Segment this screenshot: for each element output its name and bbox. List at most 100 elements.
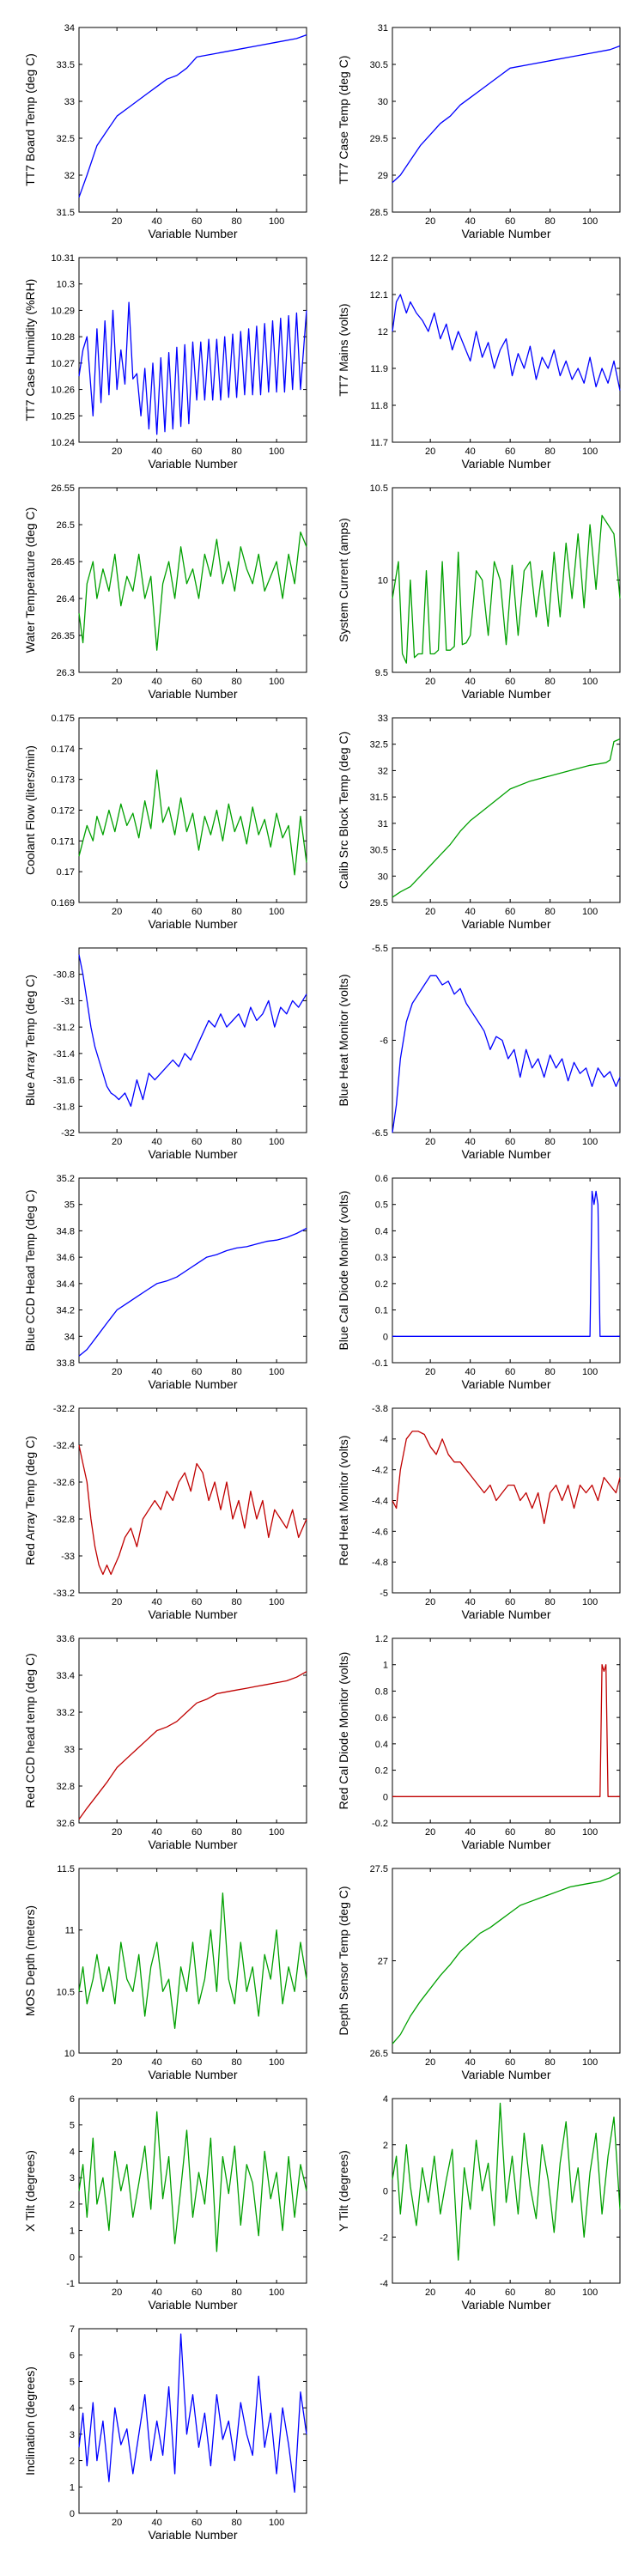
x-tick-label: 60 xyxy=(191,447,202,457)
y-tick-label: 34.8 xyxy=(57,1226,75,1236)
y-tick-label: 10.24 xyxy=(51,438,75,448)
chart-panel-17: 10 10.5 11 11.5 20 40 60 80 100 Variable Number MO… xyxy=(23,1864,307,2081)
y-axis-label: TT7 Case Temp (deg C) xyxy=(337,56,350,185)
y-tick-label: 33.2 xyxy=(57,1708,75,1718)
y-tick-label: 32.5 xyxy=(370,740,388,750)
x-tick-label: 20 xyxy=(112,1827,122,1838)
y-tick-label: 30.5 xyxy=(370,60,388,70)
y-tick-label: -33 xyxy=(61,1552,75,1562)
x-tick-label: 20 xyxy=(425,907,435,917)
x-axis-label: Variable Number xyxy=(148,2298,237,2312)
plot-frame xyxy=(392,947,621,1133)
x-tick-label: 40 xyxy=(152,1827,162,1838)
y-axis-label: Red CCD head temp (deg C) xyxy=(23,1653,37,1808)
x-tick-label: 60 xyxy=(505,677,515,687)
x-tick-label: 100 xyxy=(269,447,284,457)
x-tick-label: 80 xyxy=(232,447,242,457)
x-tick-label: 40 xyxy=(152,2518,162,2528)
series-line-1 xyxy=(78,33,307,198)
x-tick-label: 20 xyxy=(425,677,435,687)
y-tick-label: 10.27 xyxy=(51,359,75,369)
x-axis-label: Variable Number xyxy=(461,1377,550,1391)
x-tick-label: 40 xyxy=(465,2287,476,2298)
x-tick-label: 80 xyxy=(545,1827,556,1838)
plot-frame xyxy=(392,1868,621,2054)
y-tick-label: 32.5 xyxy=(57,134,75,144)
x-tick-label: 100 xyxy=(582,2057,598,2068)
y-tick-label: 32.8 xyxy=(57,1782,75,1792)
y-axis-label: Calib Src Block Temp (deg C) xyxy=(337,732,350,889)
x-tick-label: 40 xyxy=(465,1367,476,1377)
x-tick-label: 20 xyxy=(112,907,122,917)
y-tick-label: 30.5 xyxy=(370,846,388,856)
y-tick-label: 10.3 xyxy=(57,280,75,290)
y-tick-label: 11.8 xyxy=(370,401,388,411)
y-axis-label: Inclination (degrees) xyxy=(23,2366,37,2476)
y-tick-label: 10.5 xyxy=(370,483,388,494)
x-tick-label: 20 xyxy=(425,2287,435,2298)
x-tick-label: 80 xyxy=(232,1137,242,1147)
x-tick-label: 20 xyxy=(112,2287,122,2298)
y-tick-label: 29.5 xyxy=(370,134,388,144)
x-tick-label: 40 xyxy=(465,1597,476,1607)
plot-frame xyxy=(78,1868,307,2054)
y-tick-label: 34.4 xyxy=(57,1279,75,1290)
y-axis-label: Depth Sensor Temp (deg C) xyxy=(337,1886,350,2035)
plot-frame xyxy=(392,1407,621,1594)
y-tick-label: 35 xyxy=(64,1200,75,1211)
x-axis-label: Variable Number xyxy=(148,1147,237,1161)
y-tick-label: 10 xyxy=(64,2049,75,2059)
series-line-1 xyxy=(78,769,307,876)
y-axis-label: Blue Heat Monitor (volts) xyxy=(337,974,350,1106)
x-tick-label: 20 xyxy=(112,216,122,227)
y-tick-label: 1 xyxy=(70,2482,75,2493)
y-tick-label: 10.25 xyxy=(51,411,75,422)
chart-panel-13: -33.2 -33 -32.8 -32.6 -32.4 -32.2 20 40 60 80 100 V… xyxy=(23,1404,307,1621)
x-tick-label: 100 xyxy=(269,1597,284,1607)
y-tick-label: 10.26 xyxy=(51,386,75,396)
series-line-1 xyxy=(392,738,621,898)
x-tick-label: 20 xyxy=(425,1367,435,1377)
series-line-1 xyxy=(78,531,307,651)
series-line-1 xyxy=(392,1871,621,2044)
x-tick-label: 40 xyxy=(152,1597,162,1607)
chart-panel-9: -32 -31.8 -31.6 -31.4 -31.2 -31 -30.8 20 40 60 80 1… xyxy=(23,947,307,1161)
x-tick-label: 60 xyxy=(505,1597,515,1607)
y-tick-label: -4.4 xyxy=(372,1497,388,1507)
x-axis-label: Variable Number xyxy=(461,227,550,240)
x-axis-label: Variable Number xyxy=(148,2068,237,2081)
y-tick-label: -31.8 xyxy=(53,1102,75,1112)
y-tick-label: 31 xyxy=(378,23,388,33)
y-tick-label: 34.2 xyxy=(57,1306,75,1316)
chart-panel-21: 0 1 2 3 4 5 6 7 20 40 60 80 100 Variable Number Inclin… xyxy=(23,2324,307,2542)
x-tick-label: 100 xyxy=(269,216,284,227)
y-tick-label: -32.4 xyxy=(53,1441,75,1451)
y-axis-label: Red Heat Monitor (volts) xyxy=(337,1436,350,1566)
x-tick-label: 40 xyxy=(465,216,476,227)
chart-panel-14: -5 -4.8 -4.6 -4.4 -4.2 -4 -3.8 20 40 60 80 100 Varia… xyxy=(337,1404,621,1621)
y-tick-label: 33.6 xyxy=(57,1634,75,1644)
y-tick-label: 7 xyxy=(70,2324,75,2335)
y-tick-label: 3 xyxy=(70,2430,75,2440)
x-axis-label: Variable Number xyxy=(148,1377,237,1391)
x-tick-label: 80 xyxy=(232,1597,242,1607)
y-tick-label: -31.4 xyxy=(53,1049,75,1060)
y-tick-label: 0 xyxy=(70,2252,75,2263)
y-tick-label: 0.2 xyxy=(375,1766,388,1777)
x-tick-label: 20 xyxy=(112,1597,122,1607)
chart-panel-4: 11.7 11.8 11.9 12 12.1 12.2 20 40 60 80 100 Variabl… xyxy=(337,253,621,471)
y-tick-label: 31 xyxy=(378,819,388,829)
x-tick-label: 60 xyxy=(191,1827,202,1838)
y-axis-label: Coolant Flow (liters/min) xyxy=(23,745,37,875)
x-tick-label: 40 xyxy=(465,1137,476,1147)
plot-frame xyxy=(78,27,307,213)
chart-panel-5: 26.3 26.35 26.4 26.45 26.5 26.55 20 40 60 80 100 Va… xyxy=(23,483,307,701)
y-tick-label: -4.2 xyxy=(372,1466,388,1476)
x-tick-label: 20 xyxy=(112,1367,122,1377)
x-tick-label: 60 xyxy=(505,1137,515,1147)
x-tick-label: 60 xyxy=(191,1597,202,1607)
x-axis-label: Variable Number xyxy=(461,1838,550,1851)
series-line-1 xyxy=(392,2102,621,2261)
x-axis-label: Variable Number xyxy=(461,2298,550,2312)
x-tick-label: 100 xyxy=(269,1367,284,1377)
